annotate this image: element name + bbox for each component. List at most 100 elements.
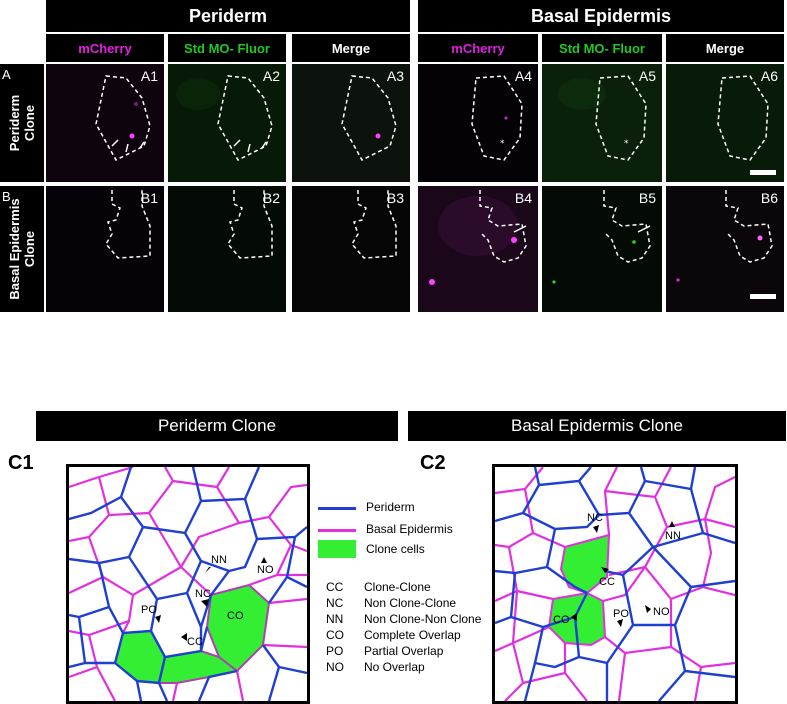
abbr-meaning: Partial Overlap xyxy=(364,644,444,658)
abbr-code: PO xyxy=(326,644,344,658)
cell-outline xyxy=(341,75,397,161)
abbr-code: CC xyxy=(326,580,344,594)
cell-outline xyxy=(717,75,776,175)
abbr-row: NO No Overlap xyxy=(326,660,481,676)
micrograph-b6: B6 xyxy=(666,186,784,312)
legend-label: Clone cells xyxy=(366,542,425,556)
row-title-line1: Basal Epidermis xyxy=(7,198,22,300)
abbr-row: NN Non Clone-Non Clone xyxy=(326,612,481,628)
cell-outline: * xyxy=(471,75,523,161)
panel-label: A4 xyxy=(514,68,532,84)
panel-label: B3 xyxy=(386,190,404,206)
header-basal-epidermis: Basal Epidermis xyxy=(418,0,784,32)
cell-outline xyxy=(176,75,273,161)
micrograph-b3: B3 xyxy=(292,186,410,312)
section-bar-periderm-clone: Periderm Clone xyxy=(36,411,398,441)
row-letter: A xyxy=(2,67,11,82)
abbr-code: CO xyxy=(326,628,344,642)
legend-swatch xyxy=(318,540,356,558)
channel-label: Std MO- Fluor xyxy=(184,40,270,56)
annotation-nn: NN xyxy=(665,530,681,542)
diagram-basal-clone: NC NN CC CO PO NO xyxy=(492,464,738,704)
annotation-no: NO xyxy=(257,564,274,576)
legend: Periderm Basal Epidermis Clone cells xyxy=(318,500,453,570)
panel-label: B2 xyxy=(262,190,280,206)
abbr-row: PO Partial Overlap xyxy=(326,644,481,660)
scale-bar xyxy=(750,170,776,175)
micrograph-b2: B2 xyxy=(168,186,286,312)
annotation-nc: NC xyxy=(587,512,603,524)
header-periderm-text: Periderm xyxy=(188,5,268,26)
micrograph-a1: A1 xyxy=(46,64,164,182)
legend-label: Basal Epidermis xyxy=(366,522,453,536)
diagram-label-c2: C2 xyxy=(420,452,446,474)
panel-label: A2 xyxy=(262,68,280,84)
abbr-code: NN xyxy=(326,612,344,626)
micrograph-a4: * A4 xyxy=(418,64,538,182)
panel-label: B6 xyxy=(760,190,778,206)
legend-swatch xyxy=(318,507,356,510)
header-basal-text: Basal Epidermis xyxy=(530,5,672,26)
svg-text:*: * xyxy=(624,139,629,149)
section-bar-basal-clone: Basal Epidermis Clone xyxy=(408,411,786,441)
channel-header-3: Merge xyxy=(292,34,410,62)
abbr-meaning: No Overlap xyxy=(364,660,425,674)
cell-outline xyxy=(552,190,651,284)
panel-label: A5 xyxy=(638,68,656,84)
micrograph-a6: A6 xyxy=(666,64,784,182)
channel-header-1: mCherry xyxy=(46,34,164,62)
abbr-code: NC xyxy=(326,596,344,610)
row-label-b: B Basal Epidermis Clone xyxy=(0,186,44,312)
abbr-row: NC Non Clone-Clone xyxy=(326,596,481,612)
legend-label: Periderm xyxy=(366,500,415,514)
annotation-no: NO xyxy=(653,606,670,618)
panel-label: B5 xyxy=(638,190,656,206)
micrograph-b4: B4 xyxy=(418,186,538,312)
cell-outline: * xyxy=(558,75,647,161)
annotation-cc: CC xyxy=(599,576,615,588)
annotation-co: CO xyxy=(227,610,244,622)
panel-label: A3 xyxy=(386,68,404,84)
cell-outline xyxy=(429,190,527,285)
panel-label: A1 xyxy=(140,68,158,84)
legend-swatch xyxy=(318,529,356,532)
section-bar-text: Periderm Clone xyxy=(157,416,277,435)
abbr-meaning: Non Clone-Clone xyxy=(364,596,457,610)
panel-label: A6 xyxy=(760,68,778,84)
channel-label: Merge xyxy=(705,40,745,56)
micrograph-a2: A2 xyxy=(168,64,286,182)
row-title-line2: Clone xyxy=(22,230,37,268)
abbr-meaning: Clone-Clone xyxy=(364,580,431,594)
abbr-row: CO Complete Overlap xyxy=(326,628,481,644)
cell-outline xyxy=(105,190,151,259)
micrograph-a5: * A5 xyxy=(542,64,662,182)
channel-label: mCherry xyxy=(451,40,505,56)
row-title: Basal Epidermis Clone xyxy=(7,198,37,299)
panel-label: B4 xyxy=(514,190,532,206)
abbr-row: CC Clone-Clone xyxy=(326,580,481,596)
cell-outline xyxy=(95,75,151,161)
channel-label: Merge xyxy=(331,40,371,56)
panel-label: B1 xyxy=(140,190,158,206)
annotation-po: PO xyxy=(613,608,629,620)
cell-network: NC NN CC CO PO NO xyxy=(495,467,735,701)
channel-label: Std MO- Fluor xyxy=(559,40,645,56)
cell-network: NN NO PO NC CO CC xyxy=(69,467,307,701)
annotation-cc: CC xyxy=(187,636,203,648)
channel-label: mCherry xyxy=(78,40,132,56)
micrograph-b5: B5 xyxy=(542,186,662,312)
row-title-line2: Clone xyxy=(22,104,37,142)
annotation-co: CO xyxy=(553,614,570,626)
annotation-po: PO xyxy=(141,604,157,616)
header-periderm: Periderm xyxy=(46,0,410,32)
svg-text:*: * xyxy=(500,139,505,149)
diagram-periderm-clone: NN NO PO NC CO CC xyxy=(66,464,310,704)
cell-outline xyxy=(351,190,397,259)
micrograph-b1: B1 xyxy=(46,186,164,312)
channel-header-6: Merge xyxy=(666,34,784,62)
abbreviation-list: CC Clone-Clone NC Non Clone-Clone NN Non Cl… xyxy=(326,580,481,676)
row-title-line1: Periderm xyxy=(7,94,22,152)
row-label-a: A Periderm Clone xyxy=(0,64,44,182)
row-letter: B xyxy=(2,189,11,204)
cell-outline xyxy=(676,190,776,299)
